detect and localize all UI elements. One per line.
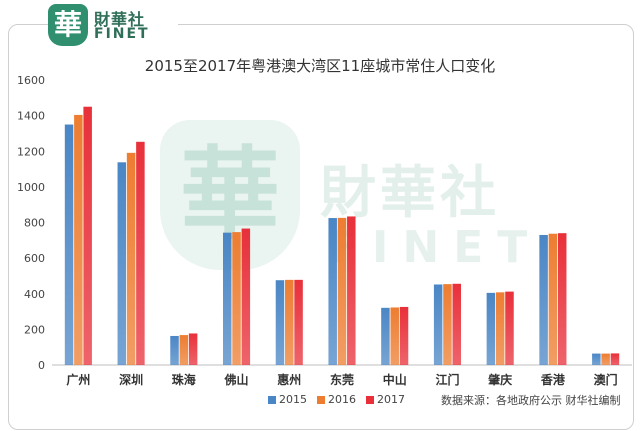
bar-2015 bbox=[539, 234, 548, 365]
bar-2017 bbox=[188, 333, 198, 365]
bar-2015 bbox=[486, 292, 496, 365]
y-tick-label: 1000 bbox=[17, 181, 45, 194]
bar-2017 bbox=[136, 141, 145, 365]
x-tick-label: 江门 bbox=[435, 372, 459, 387]
bar-2017 bbox=[83, 106, 92, 365]
x-tick-label: 肇庆 bbox=[488, 372, 512, 387]
legend-swatch-2016 bbox=[317, 395, 325, 404]
bar-2015 bbox=[381, 307, 390, 365]
bar-2016 bbox=[126, 152, 136, 365]
x-tick-label: 澳门 bbox=[594, 372, 618, 387]
bar-2017 bbox=[241, 228, 251, 365]
bar-2015 bbox=[592, 353, 601, 365]
bar-2016 bbox=[443, 284, 452, 365]
x-tick-label: 佛山 bbox=[224, 372, 249, 387]
y-tick-label: 1400 bbox=[17, 110, 45, 123]
bar-2017 bbox=[452, 283, 462, 365]
legend-item: 2016 bbox=[317, 393, 356, 406]
bar-2016 bbox=[337, 217, 347, 365]
legend-swatch-2017 bbox=[366, 395, 374, 404]
legend-item: 2015 bbox=[268, 393, 307, 406]
bar-2016 bbox=[548, 233, 558, 365]
data-source-note: 数据来源：各地政府公示 财华社编制 bbox=[441, 394, 621, 407]
logo-name-cn: 財華社 bbox=[94, 10, 146, 29]
bar-2017 bbox=[347, 216, 356, 365]
bar-2015 bbox=[64, 124, 74, 365]
bar-2016 bbox=[74, 114, 83, 365]
bar-2016 bbox=[232, 232, 241, 365]
y-tick-label: 1600 bbox=[17, 74, 45, 87]
x-tick-label: 珠海 bbox=[172, 372, 196, 387]
bar-2016 bbox=[495, 292, 505, 365]
bar-2015 bbox=[328, 218, 337, 365]
x-tick-label: 广州 bbox=[66, 372, 90, 387]
bar-2016 bbox=[285, 279, 294, 365]
legend-label-2017: 2017 bbox=[377, 393, 405, 406]
y-tick-label: 800 bbox=[24, 217, 45, 230]
bar-2016 bbox=[179, 335, 189, 365]
y-tick-label: 400 bbox=[24, 288, 45, 301]
bar-2015 bbox=[117, 162, 127, 365]
bar-2017 bbox=[505, 291, 514, 365]
legend-item: 2017 bbox=[366, 393, 405, 406]
bar-2017 bbox=[399, 306, 409, 365]
bar-2017 bbox=[610, 353, 620, 365]
bar-2016 bbox=[390, 307, 399, 365]
bar-2016 bbox=[601, 353, 610, 365]
legend-swatch-2015 bbox=[268, 395, 276, 404]
finet-logo: 華 財華社 FINET bbox=[48, 4, 178, 48]
bar-2017 bbox=[557, 233, 567, 365]
bar-2015 bbox=[433, 284, 443, 365]
logo-name-en: FINET bbox=[94, 26, 150, 42]
x-tick-label: 东莞 bbox=[330, 372, 354, 387]
bar-2017 bbox=[294, 279, 303, 365]
y-tick-label: 200 bbox=[24, 323, 45, 336]
y-tick-label: 600 bbox=[24, 252, 45, 265]
legend-label-2015: 2015 bbox=[279, 393, 307, 406]
bar-2015 bbox=[275, 280, 285, 365]
legend-label-2016: 2016 bbox=[328, 393, 356, 406]
x-tick-label: 香港 bbox=[540, 372, 566, 387]
x-tick-label: 惠州 bbox=[277, 372, 301, 387]
chart-title: 2015至2017年粤港澳大湾区11座城市常住人口变化 bbox=[144, 57, 496, 75]
bar-2015 bbox=[170, 335, 179, 365]
x-tick-label: 中山 bbox=[383, 372, 407, 387]
y-tick-label: 0 bbox=[38, 359, 45, 372]
chart-frame bbox=[8, 24, 634, 430]
x-tick-label: 深圳 bbox=[119, 372, 143, 387]
bar-2015 bbox=[222, 232, 232, 365]
logo-badge: 華 bbox=[48, 4, 88, 46]
y-tick-label: 1200 bbox=[17, 145, 45, 158]
legend: 2015 2016 2017 bbox=[268, 393, 405, 406]
